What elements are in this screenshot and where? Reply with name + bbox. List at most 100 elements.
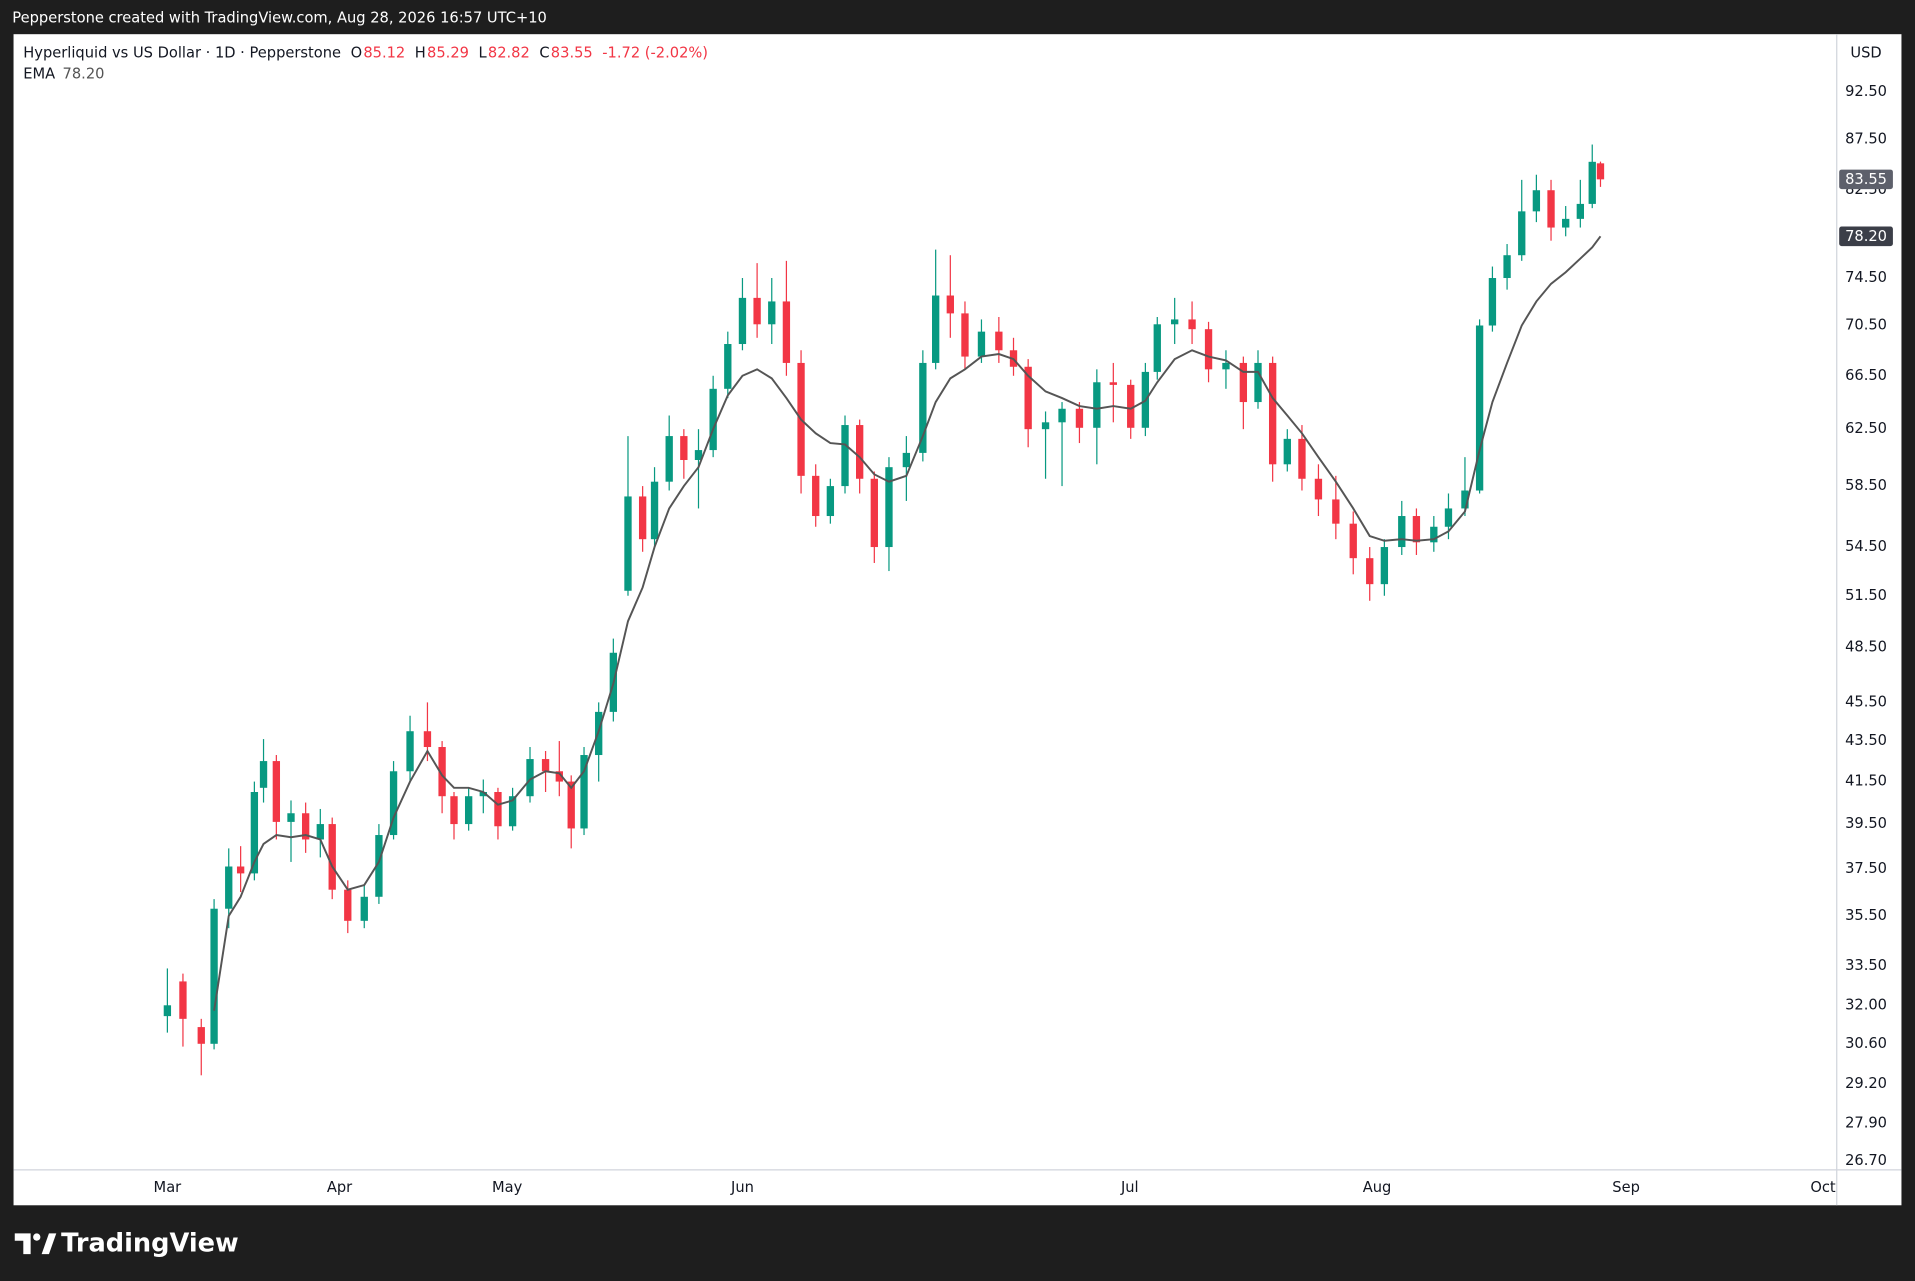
- y-tick-label: 35.50: [1845, 907, 1887, 924]
- candle-body: [768, 301, 776, 325]
- candle-body: [995, 331, 1003, 351]
- ema-price-label: 78.20: [1845, 228, 1887, 245]
- y-tick-label: 51.50: [1845, 587, 1887, 604]
- candle-body: [555, 771, 563, 782]
- change: -1.72 (-2.02%): [602, 45, 708, 62]
- logo-slash: [41, 1233, 57, 1255]
- candle-body: [1314, 478, 1323, 500]
- candle-body: [624, 496, 632, 591]
- y-tick-label: 27.90: [1845, 1114, 1887, 1131]
- ema-price-label-bg: [1839, 226, 1893, 247]
- candle-body: [210, 908, 218, 1044]
- ema-value: 78.20: [63, 65, 105, 82]
- candle-body: [423, 731, 432, 748]
- candle-body: [541, 759, 550, 772]
- candle-body: [1222, 362, 1230, 370]
- x-tick-label: Mar: [154, 1179, 183, 1196]
- candle-body: [225, 866, 233, 909]
- y-tick-label: 74.50: [1845, 269, 1887, 286]
- candle-body: [1444, 508, 1453, 527]
- x-tick-label: Sep: [1612, 1179, 1640, 1196]
- open-letter: O: [351, 45, 363, 62]
- candle-body: [1430, 526, 1438, 543]
- candle-body: [259, 761, 268, 788]
- candle-body: [1283, 438, 1291, 465]
- y-tick-label: 45.50: [1845, 693, 1887, 710]
- candle-body: [1109, 382, 1117, 385]
- candle-body: [344, 889, 352, 921]
- candle-body: [1075, 408, 1084, 428]
- last-price-label-bg: [1839, 169, 1893, 190]
- x-tick-label: Oct: [1810, 1179, 1836, 1196]
- candle-body: [932, 295, 940, 363]
- candle-body: [1298, 438, 1306, 479]
- candle-body: [680, 436, 688, 461]
- candle-body: [650, 481, 659, 540]
- candle-body: [1588, 161, 1596, 204]
- candle-body: [375, 835, 383, 897]
- logo: [14, 1233, 57, 1255]
- candle-body: [236, 866, 245, 874]
- y-tick-label: 54.50: [1845, 538, 1887, 555]
- logo-dot: [33, 1233, 41, 1241]
- x-tick-label: Jun: [730, 1179, 754, 1196]
- candle-body: [567, 781, 575, 829]
- candle-body: [826, 486, 835, 517]
- x-tick-label: May: [492, 1179, 523, 1196]
- x-tick-label: Aug: [1363, 1179, 1392, 1196]
- candle-body: [406, 731, 414, 772]
- close-letter: C: [539, 45, 549, 62]
- y-tick-label: 41.50: [1845, 773, 1887, 790]
- candle-body: [1041, 422, 1050, 430]
- open-value: 85.12: [363, 45, 405, 62]
- candle-body: [1562, 218, 1570, 228]
- candle-body: [1488, 278, 1497, 326]
- candle-body: [1024, 366, 1032, 430]
- candle-body: [1475, 325, 1484, 491]
- candle-body: [812, 475, 820, 517]
- candle-body: [870, 478, 878, 548]
- legend-line: Hyperliquid vs US Dollar · 1D · Pepperst…: [23, 45, 708, 62]
- candle-body: [179, 981, 187, 1019]
- y-tick-label: 70.50: [1845, 317, 1887, 334]
- candle-body: [1547, 190, 1555, 228]
- candle-body: [197, 1027, 205, 1044]
- candle-body: [1349, 523, 1357, 559]
- candle-body: [841, 425, 849, 487]
- candle-body: [694, 450, 703, 461]
- y-tick-label: 37.50: [1845, 860, 1887, 877]
- candle-body: [450, 796, 458, 825]
- logo-mark: [14, 1233, 31, 1255]
- candle-body: [389, 771, 398, 836]
- candle-body: [753, 297, 761, 325]
- candle-body: [464, 796, 473, 825]
- candle-body: [961, 313, 969, 357]
- candle-body: [1398, 516, 1406, 548]
- candle-body: [250, 791, 259, 874]
- candle-body: [1576, 203, 1584, 219]
- candle-body: [1204, 329, 1213, 370]
- candle-body: [1596, 163, 1605, 180]
- ema-name: EMA: [23, 65, 55, 82]
- high-value: 85.29: [427, 45, 469, 62]
- attribution: Pepperstone created with TradingView.com…: [12, 9, 547, 26]
- candle-body: [902, 452, 911, 468]
- last-price-label: 83.55: [1845, 171, 1887, 188]
- low-value: 82.82: [488, 45, 530, 62]
- candle-body: [316, 824, 324, 840]
- ema-line: [213, 235, 1602, 1011]
- candle-body: [1093, 382, 1101, 428]
- candle-body: [1366, 558, 1374, 585]
- candle-body: [163, 1005, 172, 1017]
- candle-body: [1153, 324, 1161, 372]
- candle-body: [1518, 211, 1526, 256]
- y-tick-label: 32.00: [1845, 996, 1887, 1013]
- candle-body: [1532, 190, 1541, 212]
- candle-body: [1239, 362, 1248, 403]
- candle-body: [738, 297, 747, 345]
- y-tick-label: 66.50: [1845, 367, 1887, 384]
- candle-body: [1332, 499, 1340, 524]
- candle-body: [526, 759, 534, 797]
- y-tick-label: 43.50: [1845, 732, 1887, 749]
